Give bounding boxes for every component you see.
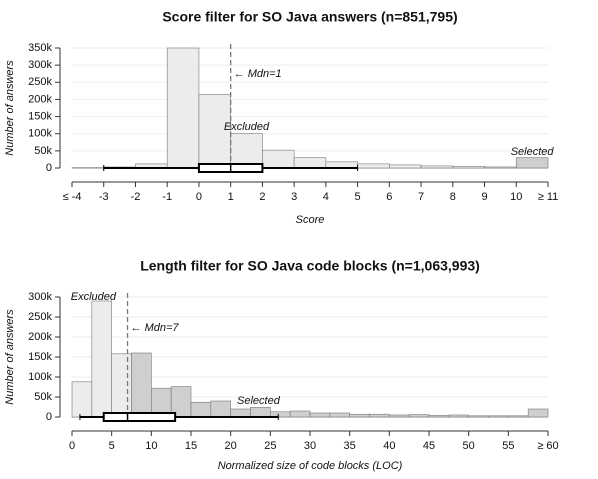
x-tick-label: 0: [196, 191, 202, 203]
x-tick-label: -2: [131, 191, 141, 203]
y-tick-label: 50k: [34, 391, 52, 403]
bar: [452, 165, 485, 169]
bar: [357, 163, 390, 169]
y-tick-label: 250k: [28, 311, 52, 323]
x-tick-label: 7: [418, 191, 424, 203]
bar: [111, 353, 132, 418]
x-tick-label: 10: [145, 440, 157, 452]
bar: [250, 407, 271, 418]
bar: [389, 164, 422, 169]
x-tick-label: 9: [481, 191, 487, 203]
x-tick-label: ≤ -4: [63, 191, 82, 203]
chart-title: Score filter for SO Java answers (n=851,…: [162, 9, 457, 25]
median-label: ← Mdn=1: [234, 68, 282, 80]
bar: [508, 415, 529, 418]
y-tick-label: 200k: [28, 93, 52, 105]
bar: [210, 400, 231, 418]
bar: [166, 47, 200, 169]
x-tick-label: ≥ 11: [538, 191, 559, 203]
x-tick-label: 5: [355, 191, 361, 203]
y-tick-label: 250k: [28, 76, 52, 88]
excluded-label: Excluded: [224, 121, 270, 133]
y-tick-label: 350k: [28, 42, 52, 54]
y-tick-label: 150k: [28, 351, 52, 363]
y-tick-label: 100k: [28, 371, 52, 383]
selected-label: Selected: [237, 395, 281, 407]
y-tick-label: 0: [46, 162, 52, 174]
excluded-label: Excluded: [71, 291, 117, 303]
x-tick-label: 20: [225, 440, 237, 452]
x-tick-label: 5: [109, 440, 115, 452]
x-tick-label: -3: [99, 191, 109, 203]
bar: [389, 414, 410, 418]
bar: [190, 401, 212, 418]
bar: [71, 381, 93, 418]
x-tick-label: 35: [344, 440, 356, 452]
y-tick-label: 300k: [28, 59, 52, 71]
x-tick-label: 40: [383, 440, 395, 452]
bar: [428, 415, 450, 418]
x-tick-label: 10: [510, 191, 522, 203]
y-tick-label: 300k: [28, 291, 52, 303]
bar: [515, 157, 549, 169]
y-tick-label: 50k: [34, 145, 52, 157]
x-tick-label: 0: [69, 440, 75, 452]
bar: [488, 415, 509, 418]
bar: [408, 414, 430, 418]
bar: [289, 410, 311, 418]
chart-title: Length filter for SO Java code blocks (n…: [140, 258, 480, 274]
x-tick-label: 50: [463, 440, 475, 452]
x-tick-label: -1: [162, 191, 172, 203]
x-axis-title: Normalized size of code blocks (LOC): [218, 460, 403, 472]
bar: [468, 415, 489, 418]
bar: [91, 300, 112, 418]
bar: [329, 412, 350, 418]
y-tick-label: 150k: [28, 110, 52, 122]
selected-label: Selected: [511, 146, 555, 158]
x-tick-label: 55: [502, 440, 514, 452]
x-tick-label: 45: [423, 440, 435, 452]
bar: [262, 149, 295, 169]
box: [102, 412, 177, 422]
bar: [369, 413, 390, 418]
y-tick-label: 0: [46, 411, 52, 423]
x-tick-label: 1: [228, 191, 234, 203]
y-tick-label: 100k: [28, 128, 52, 140]
bar: [309, 412, 331, 418]
median-label: ← Mdn=7: [131, 322, 180, 334]
x-tick-label: 4: [323, 191, 329, 203]
x-tick-label: 25: [264, 440, 276, 452]
bar: [420, 165, 454, 169]
bar: [230, 133, 263, 169]
x-tick-label: 15: [185, 440, 197, 452]
bar: [484, 166, 517, 169]
bar: [131, 352, 152, 418]
bar: [198, 93, 231, 169]
bar: [349, 413, 370, 418]
bar: [448, 414, 469, 418]
bar: [293, 157, 327, 169]
x-tick-label: 8: [450, 191, 456, 203]
x-axis-title: Score: [296, 214, 325, 226]
x-tick-label: 6: [386, 191, 392, 203]
y-axis-title: Number of answers: [4, 60, 16, 156]
x-tick-label: 2: [259, 191, 265, 203]
x-tick-label: 30: [304, 440, 316, 452]
x-tick-label: 3: [291, 191, 297, 203]
y-axis-title: Number of answers: [4, 309, 16, 405]
bar: [527, 408, 549, 418]
bar: [230, 408, 251, 418]
y-tick-label: 200k: [28, 331, 52, 343]
x-tick-label: ≥ 60: [537, 440, 558, 452]
